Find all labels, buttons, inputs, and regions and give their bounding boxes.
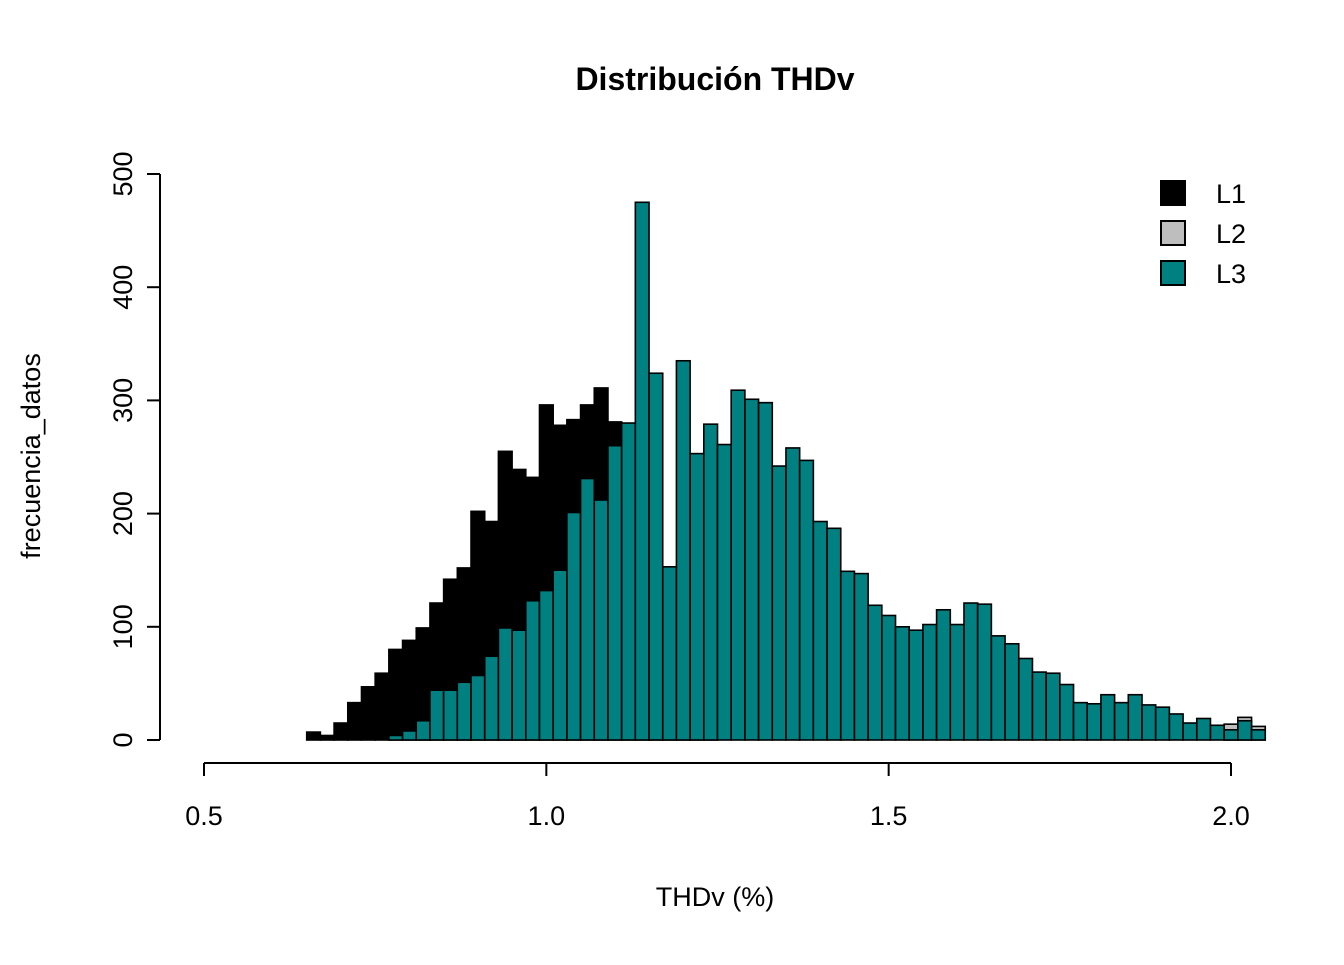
histogram-bar — [744, 398, 760, 741]
tick-label: 100 — [108, 604, 138, 649]
histogram-bar — [593, 499, 609, 741]
histogram-bar — [922, 623, 938, 741]
histogram-bar — [442, 689, 459, 741]
legend-swatch-l3 — [1160, 260, 1186, 286]
histogram-bar — [1045, 672, 1061, 741]
tick-label: 200 — [108, 491, 138, 536]
histogram-bars — [305, 201, 1267, 741]
legend-label-l1: L1 — [1216, 179, 1246, 209]
tick-label: 1.5 — [870, 801, 908, 831]
tick-label: 500 — [108, 151, 138, 196]
histogram-bar — [1113, 701, 1130, 741]
histogram-bar — [716, 443, 732, 741]
histogram-bar — [524, 599, 541, 741]
histogram-bar — [319, 734, 335, 741]
histogram-bar — [429, 689, 445, 741]
histogram-bar — [1250, 729, 1267, 741]
histogram-bar — [908, 629, 924, 741]
histogram-bar — [1086, 702, 1102, 741]
histogram-bar — [757, 401, 774, 741]
histogram-bar — [1004, 642, 1020, 741]
tick-label: 2.0 — [1212, 801, 1250, 831]
legend-item-l3: L3 — [1160, 259, 1246, 289]
histogram-bar — [730, 389, 746, 741]
histogram-bar — [703, 423, 719, 741]
histogram-bar — [415, 719, 431, 741]
histogram-bar — [333, 722, 349, 741]
histogram-bar — [661, 566, 678, 741]
histogram-bar — [1031, 671, 1047, 741]
histogram-bar — [634, 201, 650, 741]
histogram-bar — [689, 452, 705, 741]
histogram-bar — [1223, 729, 1239, 741]
histogram-bar — [620, 422, 637, 741]
histogram-bar — [346, 701, 363, 741]
histogram-bar — [360, 685, 376, 741]
y-axis-label: frecuencia_datos — [16, 353, 46, 559]
legend-swatch-l2 — [1160, 220, 1186, 246]
histogram-bar — [839, 570, 856, 741]
histogram-bar — [881, 614, 897, 741]
histogram-bar — [949, 623, 965, 741]
histogram-bar — [388, 648, 404, 741]
histogram-bar — [401, 639, 418, 741]
histogram-bar — [1154, 706, 1171, 741]
histogram-bar — [1195, 717, 1212, 741]
tick-label: 300 — [108, 378, 138, 423]
histogram-bar — [607, 444, 623, 741]
legend-item-l1: L1 — [1160, 179, 1246, 209]
histogram-bar — [771, 465, 787, 741]
histogram-bar — [1127, 693, 1143, 741]
histogram-bar — [579, 477, 596, 741]
legend-swatch-l1 — [1160, 180, 1186, 206]
histogram-bar — [798, 459, 815, 741]
histogram-bar — [1100, 693, 1116, 741]
histogram-bar — [1141, 704, 1157, 741]
histogram-bar — [1209, 724, 1225, 741]
tick-label: 0.5 — [185, 801, 223, 831]
histogram-bar — [1182, 722, 1198, 741]
histogram-bar — [963, 602, 979, 741]
tick-label: 400 — [108, 265, 138, 310]
histogram-bar — [976, 603, 993, 741]
x-axis-label: THDv (%) — [656, 882, 774, 912]
histogram-bar — [483, 655, 500, 741]
histogram-bar — [1072, 701, 1089, 741]
histogram-bar — [305, 731, 322, 741]
histogram-bar — [648, 372, 664, 741]
histogram-bar — [867, 604, 883, 741]
histogram-bar — [1059, 683, 1075, 741]
tick-label: 1.0 — [528, 801, 566, 831]
histogram-bar — [826, 527, 842, 741]
histogram-bar — [1237, 719, 1253, 741]
histogram-bar — [511, 629, 527, 741]
histogram-bar — [785, 447, 801, 741]
histogram-bar — [812, 520, 828, 741]
legend: L1 L2 L3 — [1160, 179, 1246, 289]
legend-label-l2: L2 — [1216, 219, 1246, 249]
histogram-bar — [470, 674, 486, 741]
legend-label-l3: L3 — [1216, 259, 1246, 289]
histogram-bar — [566, 511, 582, 741]
histogram-bar — [1168, 713, 1184, 741]
histogram-bar — [675, 359, 691, 741]
histogram-bar — [990, 635, 1006, 741]
histogram-bar — [552, 569, 568, 741]
histogram-bar — [374, 672, 390, 741]
histogram-bar — [497, 627, 513, 741]
histogram-bar — [388, 734, 404, 741]
axes: 0.5 1.0 1.5 2.0 0 100 200 300 400 500 — [108, 151, 1250, 831]
histogram-bar — [935, 609, 952, 741]
legend-item-l2: L2 — [1160, 219, 1246, 249]
histogram-bar — [401, 730, 418, 741]
histogram-bar — [1017, 657, 1034, 741]
histogram-bar — [853, 572, 869, 741]
tick-label: 0 — [108, 732, 138, 747]
chart-title: Distribución THDv — [575, 61, 854, 97]
histogram-bar — [538, 589, 554, 741]
histogram-bar — [456, 681, 472, 741]
histogram-bar — [894, 625, 911, 741]
